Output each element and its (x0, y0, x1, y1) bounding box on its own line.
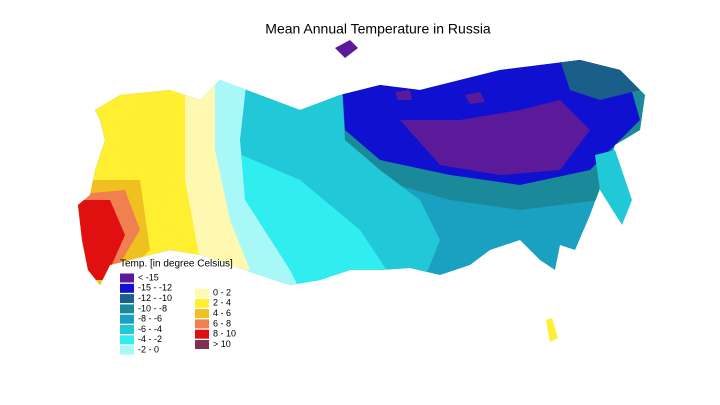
legend-swatch (195, 340, 209, 349)
legend-label: -12 - -10 (138, 293, 172, 303)
legend-swatch (120, 273, 134, 283)
legend-swatch (120, 294, 134, 304)
legend-label: -2 - 0 (138, 344, 159, 354)
map-title: Mean Annual Temperature in Russia (265, 21, 491, 37)
legend-label: -6 - -4 (138, 324, 162, 334)
legend-swatch (195, 329, 209, 339)
legend-swatch (120, 345, 134, 355)
legend-swatch (195, 288, 209, 298)
legend-label: -10 - -8 (138, 303, 167, 313)
legend-swatch (120, 304, 134, 314)
legend-title: Temp. [in degree Celsius] (120, 259, 233, 270)
legend-label: > 10 (213, 339, 231, 349)
island (465, 92, 485, 104)
legend-label: -15 - -12 (138, 283, 172, 293)
legend: < -15-15 - -12-12 - -10-10 - -8-8 - -6-6… (120, 272, 236, 355)
legend-swatch (120, 314, 134, 324)
legend-label: 4 - 6 (213, 308, 231, 318)
island (395, 90, 412, 100)
sakhalin (546, 318, 558, 342)
legend-swatch (120, 335, 134, 345)
kamchatka (595, 150, 632, 225)
legend-label: -4 - -2 (138, 334, 162, 344)
legend-swatch (195, 309, 209, 319)
legend-label: -8 - -6 (138, 314, 162, 324)
legend-label: 2 - 4 (213, 298, 231, 308)
legend-swatch (195, 319, 209, 329)
legend-label: 8 - 10 (213, 329, 236, 339)
legend-swatch (120, 325, 134, 334)
island (335, 40, 358, 58)
legend-label: < -15 (138, 272, 159, 282)
legend-label: 0 - 2 (213, 287, 231, 297)
legend-label: 6 - 8 (213, 318, 231, 328)
legend-swatch (120, 283, 134, 293)
legend-swatch (195, 298, 209, 308)
